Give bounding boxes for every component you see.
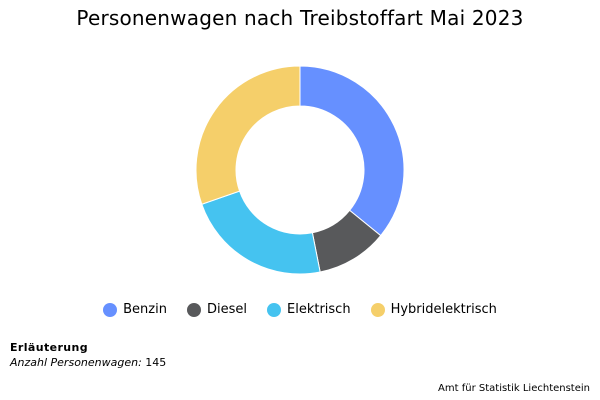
explanation-note: Erläuterung Anzahl Personenwagen: 145: [10, 340, 166, 370]
chart-legend: Benzin Diesel Elektrisch Hybridelektrisch: [0, 302, 600, 317]
legend-swatch: [186, 302, 201, 317]
explanation-value: 145: [145, 356, 167, 369]
source-credit: Amt für Statistik Liechtenstein: [438, 383, 590, 394]
legend-item-hybridelektrisch[interactable]: Hybridelektrisch: [370, 302, 497, 317]
legend-label: Diesel: [206, 302, 247, 317]
legend-swatch: [370, 302, 385, 317]
explanation-line: Anzahl Personenwagen: 145: [10, 355, 166, 370]
explanation-heading: Erläuterung: [10, 341, 89, 354]
legend-item-elektrisch[interactable]: Elektrisch: [267, 302, 351, 317]
legend-label: Hybridelektrisch: [390, 302, 497, 317]
donut-chart: [195, 65, 405, 275]
legend-item-benzin[interactable]: Benzin: [103, 302, 167, 317]
legend-item-diesel[interactable]: Diesel: [186, 302, 247, 317]
donut-slice-hybridelektrisch[interactable]: [195, 65, 301, 205]
legend-label: Elektrisch: [287, 302, 351, 317]
explanation-label: Anzahl Personenwagen:: [10, 356, 142, 369]
legend-swatch: [267, 302, 281, 317]
donut-slice-benzin[interactable]: [299, 65, 405, 237]
legend-label: Benzin: [123, 302, 167, 317]
donut-slice-elektrisch[interactable]: [201, 190, 321, 275]
legend-swatch: [103, 302, 118, 317]
chart-title: Personenwagen nach Treibstoffart Mai 202…: [76, 6, 524, 30]
